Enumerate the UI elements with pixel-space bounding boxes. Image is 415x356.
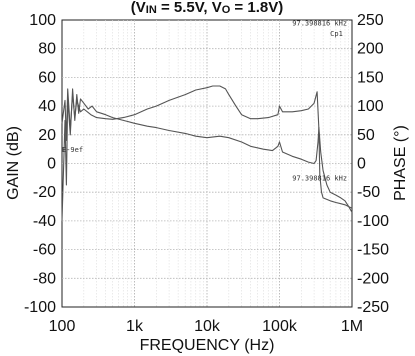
title-vin-value: = 5.5V, V (157, 0, 222, 16)
x-tick-label: 1M (341, 318, 363, 335)
annotations: 97.398816 kHz Cp1 97.398816 kHz E-9ef (62, 20, 347, 183)
chart-annotation: Cp1 (330, 30, 343, 38)
grid (62, 20, 352, 307)
y-axis-left-label: GAIN (dB) (5, 126, 22, 200)
chart-annotation: 97.398816 kHz (292, 175, 347, 183)
y-left-tick-label: 100 (29, 12, 56, 29)
title-vo-value: = 1.8V) (230, 0, 283, 16)
title-vo-sub: O (222, 4, 231, 16)
x-tick-label: 100k (262, 318, 298, 335)
y-left-tick-label: 0 (47, 156, 56, 173)
y-left-tick-label: -40 (33, 213, 56, 230)
chart-annotation: 97.398816 kHz (292, 20, 347, 28)
y-left-tick-label: 60 (38, 69, 56, 86)
y-left-tick-label: 40 (38, 98, 56, 115)
x-axis-label: FREQUENCY (Hz) (140, 337, 275, 354)
y-right-tick-label: 100 (357, 98, 384, 115)
x-tick-label: 100 (49, 318, 76, 335)
chart-title: (VIN = 5.5V, VO = 1.8V) (131, 0, 283, 16)
y-left-tick-label: 20 (38, 127, 56, 144)
tick-labels: 100 1k 10k 100k 1M100806040200-20-40-60-80-1… (24, 12, 389, 335)
y-right-tick-label: 200 (357, 41, 384, 58)
phase-series-line (61, 85, 353, 209)
y-left-tick-label: 80 (38, 41, 56, 58)
y-right-tick-label: 50 (357, 127, 375, 144)
y-left-tick-label: -100 (24, 299, 56, 316)
y-right-tick-label: 0 (357, 156, 366, 173)
y-right-tick-label: -200 (357, 270, 389, 287)
svg-text:(VIN = 5.5V, VO = 1.8V): (VIN = 5.5V, VO = 1.8V) (131, 0, 283, 16)
x-tick-label: 1k (126, 318, 144, 335)
x-tick-label: 10k (194, 318, 221, 335)
series-layer (61, 85, 353, 221)
gain-series-line (61, 88, 353, 221)
y-right-tick-label: -50 (357, 184, 380, 201)
y-axis-right-label: PHASE (°) (392, 125, 409, 201)
y-left-tick-label: -20 (33, 184, 56, 201)
y-left-tick-label: -60 (33, 242, 56, 259)
y-left-tick-label: -80 (33, 270, 56, 287)
y-right-tick-label: 250 (357, 12, 384, 29)
y-right-tick-label: -100 (357, 213, 389, 230)
y-right-tick-label: -250 (357, 299, 389, 316)
y-right-tick-label: 150 (357, 69, 384, 86)
chart-annotation: E-9ef (62, 146, 83, 154)
y-right-tick-label: -150 (357, 242, 389, 259)
title-prefix: (V (131, 0, 146, 16)
title-vin-sub: IN (146, 4, 157, 16)
